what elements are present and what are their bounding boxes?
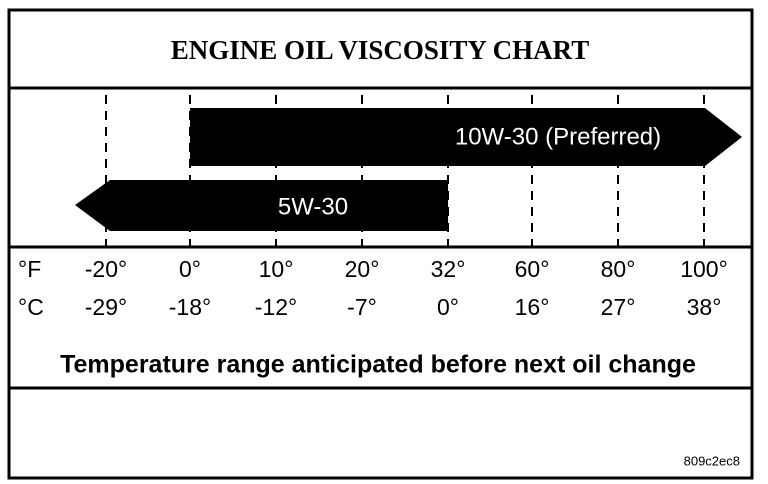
celsius-label: 27°	[601, 294, 636, 320]
celsius-label: 0°	[437, 294, 459, 320]
arrow-10w30	[190, 108, 742, 166]
celsius-label: -12°	[255, 294, 297, 320]
fahrenheit-label: 0°	[179, 256, 201, 282]
celsius-label: 16°	[515, 294, 550, 320]
unit-label: °F	[18, 256, 41, 282]
celsius-label: -7°	[347, 294, 377, 320]
frame	[7, 8, 754, 480]
fahrenheit-label: 32°	[431, 256, 466, 282]
arrow-label: 5W-30	[278, 193, 348, 220]
fahrenheit-label: 100°	[680, 256, 728, 282]
celsius-label: 38°	[687, 294, 722, 320]
celsius-label: -18°	[169, 294, 211, 320]
arrow-label: 10W-30 (Preferred)	[455, 123, 661, 150]
title: ENGINE OIL VISCOSITY CHART	[171, 35, 589, 65]
celsius-label: -29°	[85, 294, 127, 320]
temperatures: -20° -29° 0° -18° 10° -12° 20° -7° 32° 0° 60° 16° 80…	[85, 256, 728, 320]
unit-label: °C	[18, 294, 44, 320]
fahrenheit-label: 20°	[345, 256, 380, 282]
fahrenheit-label: 80°	[601, 256, 636, 282]
fahrenheit-label: 10°	[259, 256, 294, 282]
arrow-5w30	[75, 180, 448, 231]
fahrenheit-label: -20°	[85, 256, 127, 282]
code: 809c2ec8	[684, 453, 740, 468]
caption: Temperature range anticipated before nex…	[60, 351, 696, 379]
fahrenheit-label: 60°	[515, 256, 550, 282]
